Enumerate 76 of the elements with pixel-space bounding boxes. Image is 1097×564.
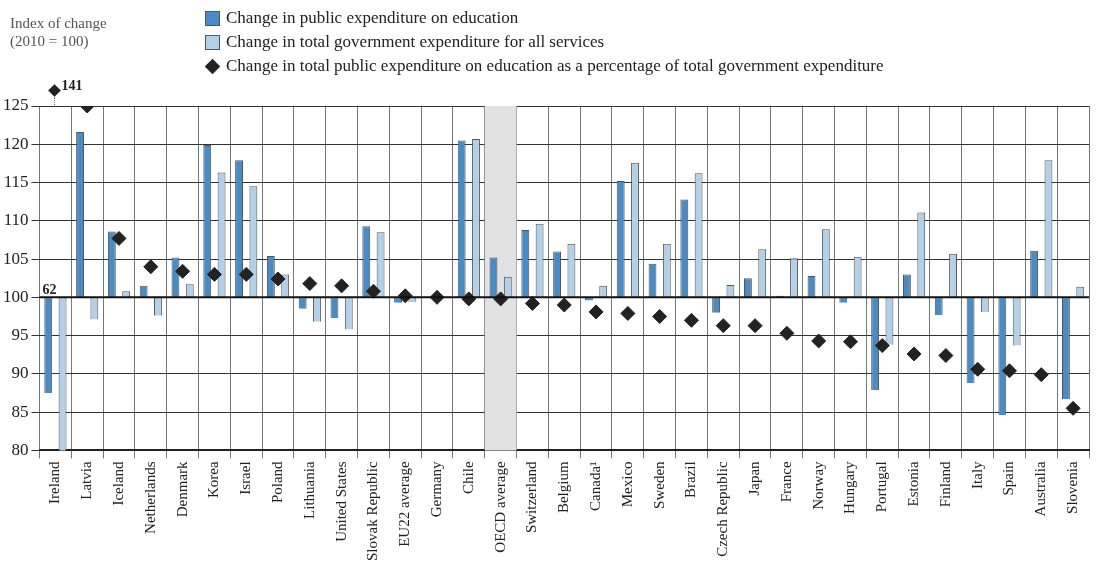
x-tick-label: Mexico	[618, 461, 635, 508]
x-tick-label: Portugal	[873, 461, 890, 513]
y-tick-label: 90	[11, 363, 29, 383]
x-tick-label: Germany	[427, 460, 444, 518]
x-tick-label: Czech Republic	[714, 461, 731, 557]
x-tick-label: Finland	[936, 460, 953, 508]
x-tick-label: Chile	[459, 461, 476, 494]
point	[1033, 367, 1049, 383]
x-tick-label: Netherlands	[141, 461, 158, 534]
x-tick-label: Norway	[809, 460, 826, 510]
x-tick-label: United States	[332, 461, 349, 542]
point	[652, 308, 668, 324]
y-tick-label: 100	[3, 286, 29, 306]
x-tick-label: Australia	[1032, 461, 1049, 517]
point	[556, 297, 572, 313]
y-tick-label: 110	[3, 210, 29, 230]
x-tick-label: Brazil	[682, 461, 699, 499]
point	[874, 338, 890, 354]
point	[906, 346, 922, 362]
point	[238, 266, 254, 282]
x-tick-label: EU22 average	[396, 461, 413, 547]
x-tick-label: Italy	[968, 460, 985, 489]
y-tick-label: 120	[3, 133, 29, 153]
y-tick-label: 85	[11, 401, 29, 421]
point	[270, 271, 286, 287]
y-axis-title: Index of change (2010 = 100)	[10, 14, 107, 50]
x-tick-label: Denmark	[173, 460, 190, 518]
legend-label: Change in total public expenditure on education as a percentage of total government expenditure	[226, 56, 884, 76]
point	[970, 361, 986, 377]
x-tick-label: Spain	[1000, 460, 1017, 496]
point	[365, 283, 381, 299]
text: 141	[61, 78, 83, 94]
point	[747, 318, 763, 334]
point	[588, 304, 604, 320]
x-tick-label: Israel	[237, 461, 254, 495]
x-tick-label: Ireland	[46, 460, 63, 504]
point	[524, 295, 540, 311]
x-tick-label: Belgium	[555, 461, 572, 514]
point	[620, 305, 636, 321]
y-tick-label: 115	[3, 172, 29, 192]
point	[938, 348, 954, 364]
point	[143, 259, 159, 275]
x-tick-label: France	[777, 461, 794, 503]
x-tick-label: Hungary	[841, 460, 858, 514]
point	[842, 334, 858, 350]
y-tick-label: 80	[11, 439, 29, 459]
y-tick-label: 95	[11, 325, 29, 345]
x-tick-label: Switzerland	[523, 460, 540, 534]
point	[206, 266, 222, 282]
x-tick-label: Poland	[268, 460, 285, 504]
point	[811, 333, 827, 349]
x-tick-label: Lithuania	[300, 461, 317, 519]
x-tick-label: Korea	[205, 461, 222, 499]
point	[683, 312, 699, 328]
point	[302, 276, 318, 292]
point	[779, 325, 795, 341]
y-tick-label: 105	[3, 248, 29, 268]
point	[111, 230, 127, 246]
x-tick-label: Canada¹	[586, 461, 603, 511]
point	[334, 278, 350, 294]
x-tick-label: Sweden	[650, 460, 667, 509]
point	[175, 263, 191, 279]
x-tick-label: Latvia	[78, 461, 95, 500]
point	[1001, 363, 1017, 379]
legend-label: Change in public expenditure on education	[226, 8, 519, 28]
x-tick-label: Estonia	[905, 461, 922, 507]
legend-label: Change in total government expenditure for all services	[226, 32, 605, 52]
x-tick-label: Japan	[746, 460, 763, 496]
point	[1065, 400, 1081, 416]
y-tick-label: 125	[3, 95, 29, 115]
data-label: 62	[42, 281, 57, 297]
x-tick-label: Iceland	[109, 460, 126, 506]
x-tick-label: Slovenia	[1064, 461, 1081, 514]
x-tick-label: Slovak Republic	[364, 461, 381, 562]
point	[715, 318, 731, 334]
x-tick-label: OECD average	[491, 461, 508, 553]
